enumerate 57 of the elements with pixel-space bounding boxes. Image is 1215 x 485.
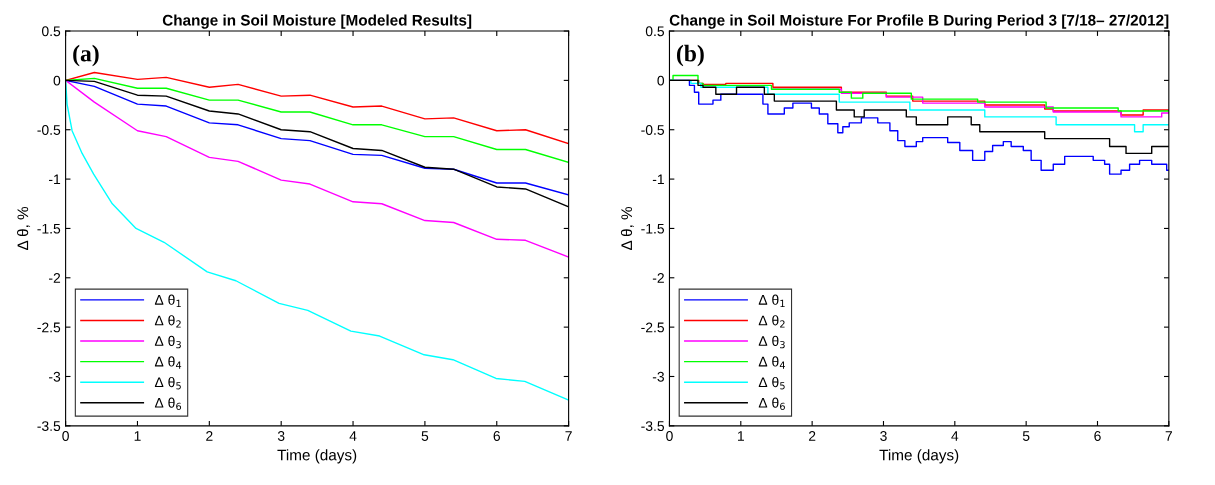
y-tick-label: -1	[652, 174, 664, 185]
x-tick-label: 6	[1094, 431, 1101, 441]
y-tick-label: -3.5	[641, 421, 665, 431]
x-tick-label: 6	[493, 431, 501, 441]
x-tick-label: 1	[738, 431, 744, 441]
line-series	[65, 77, 569, 164]
chart-title: Change in Soil Moisture [Modeled Results]	[162, 14, 472, 29]
annotation: (b)	[676, 44, 704, 67]
x-tick-label: 3	[880, 431, 887, 441]
legend-label: Δ θ$_{4}$	[758, 356, 785, 369]
x-axis-title: Time (days)	[277, 449, 357, 464]
y-tick-label: -2	[652, 273, 664, 283]
x-tick-label: 2	[206, 431, 213, 441]
x-tick-label: 5	[1022, 431, 1030, 441]
y-axis-title: Δ θ, %	[620, 206, 634, 251]
y-tick-label: -1	[49, 174, 61, 185]
line-series	[65, 71, 569, 145]
y-tick-label: -3	[49, 371, 61, 382]
legend-label: Δ θ$_{2}$	[758, 315, 785, 328]
annotation: (a)	[73, 44, 99, 67]
y-tick-label: 0.5	[41, 26, 61, 37]
y-tick-label: -1.5	[37, 223, 61, 234]
legend-label: Δ θ$_{4}$	[154, 356, 182, 369]
x-tick-label: 1	[134, 431, 141, 441]
y-axis-title: Δ θ, %	[17, 206, 31, 251]
x-tick-label: 7	[565, 431, 572, 441]
chart-title: Change in Soil Moisture For Profile B During Period 3 [7/18– 27/2012]	[669, 14, 1169, 29]
legend-label: Δ θ$_{6}$	[758, 397, 785, 410]
x-tick-label: 0	[666, 431, 673, 441]
legend-label: Δ θ$_{6}$	[154, 397, 182, 410]
y-tick-label: -0.5	[641, 125, 665, 135]
y-tick-label: -1.5	[641, 223, 665, 234]
x-tick-label: 4	[951, 431, 959, 441]
y-tick-label: -2	[49, 273, 61, 283]
y-tick-label: -0.5	[37, 125, 61, 135]
legend-label: Δ θ$_{2}$	[154, 315, 181, 328]
legend-label: Δ θ$_{1}$	[758, 294, 785, 307]
x-tick-label: 5	[421, 431, 429, 441]
legend-label: Δ θ$_{5}$	[758, 376, 785, 390]
legend-label: Δ θ$_{3}$	[758, 335, 785, 349]
y-tick-label: -3.5	[37, 421, 61, 431]
y-tick-label: 0	[53, 75, 61, 86]
y-tick-label: -2.5	[641, 322, 665, 333]
y-tick-label: -2.5	[37, 322, 61, 333]
y-tick-label: 0.5	[645, 26, 665, 37]
legend-label: Δ θ$_{3}$	[154, 335, 181, 349]
y-tick-label: 0	[657, 75, 665, 86]
x-tick-label: 7	[1165, 431, 1172, 441]
x-tick-label: 3	[277, 431, 285, 441]
line-series	[65, 79, 569, 258]
x-axis-title: Time (days)	[879, 449, 959, 464]
x-tick-label: 4	[349, 431, 357, 441]
legend-label: Δ θ$_{1}$	[154, 294, 181, 307]
x-tick-label: 2	[808, 431, 816, 441]
legend-label: Δ θ$_{5}$	[154, 376, 181, 390]
y-tick-label: -3	[652, 371, 664, 382]
x-tick-label: 0	[62, 431, 69, 441]
